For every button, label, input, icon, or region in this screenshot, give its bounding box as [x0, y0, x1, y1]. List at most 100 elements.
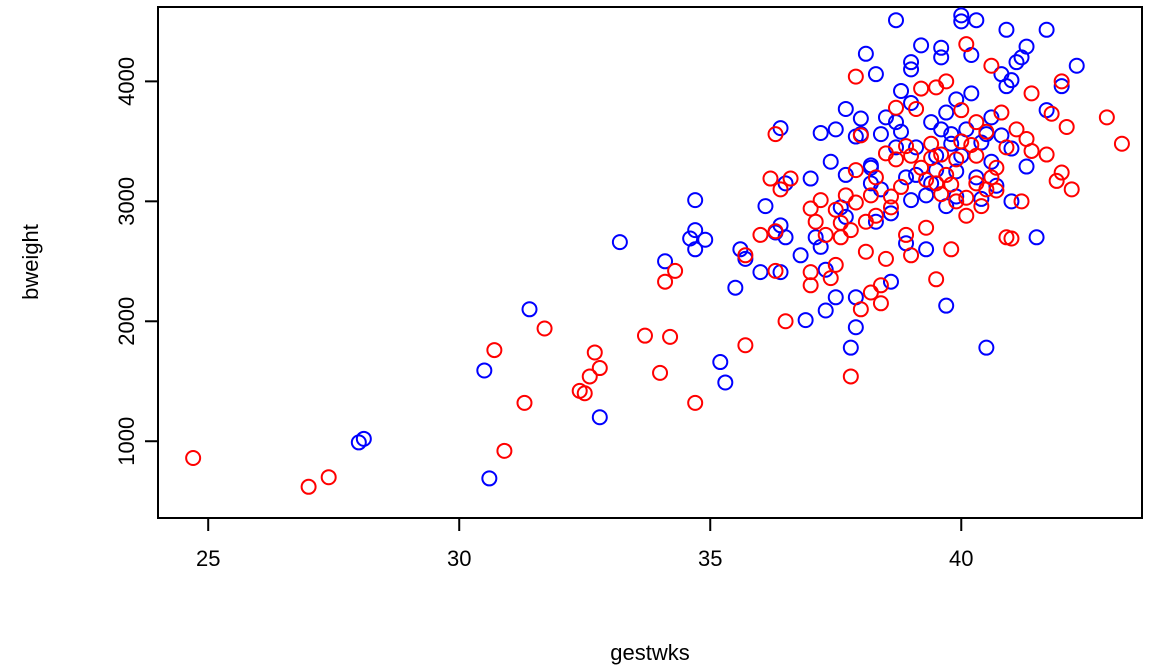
data-point-series-2 [1113, 135, 1130, 152]
data-point-series-1 [978, 339, 995, 356]
data-point-series-1 [903, 54, 920, 71]
data-point-series-2 [777, 313, 794, 330]
data-point-series-1 [988, 177, 1005, 194]
data-point-series-2 [893, 178, 910, 195]
data-point-series-2 [832, 229, 849, 246]
data-point-series-1 [611, 234, 628, 251]
data-point-series-2 [320, 469, 337, 486]
data-point-series-2 [772, 181, 789, 198]
data-point-series-2 [1048, 172, 1065, 189]
data-point-series-2 [847, 194, 864, 211]
data-point-series-1 [1003, 193, 1020, 210]
data-point-series-2 [898, 138, 915, 155]
data-point-series-1 [827, 121, 844, 138]
data-point-series-2 [837, 187, 854, 204]
data-point-series-2 [832, 214, 849, 231]
data-point-series-2 [913, 159, 930, 176]
data-point-series-2 [882, 199, 899, 216]
data-point-series-1 [857, 45, 874, 62]
data-point-series-1 [867, 213, 884, 230]
data-point-series-2 [591, 360, 608, 377]
data-point-series-2 [536, 320, 553, 337]
data-point-series-1 [827, 289, 844, 306]
data-point-series-1 [943, 135, 960, 152]
data-point-series-1 [1018, 158, 1035, 175]
data-point-series-2 [657, 273, 674, 290]
data-point-series-1 [973, 190, 990, 207]
data-point-series-2 [827, 256, 844, 273]
data-point-series-2 [928, 271, 945, 288]
data-point-series-2 [1043, 105, 1060, 122]
data-point-series-2 [867, 207, 884, 224]
data-point-series-1 [852, 110, 869, 127]
data-point-series-2 [737, 337, 754, 354]
data-point-series-2 [581, 368, 598, 385]
data-point-series-2 [908, 100, 925, 117]
data-point-series-1 [903, 61, 920, 78]
data-point-series-2 [978, 123, 995, 140]
y-axis-title: bweight [18, 224, 43, 300]
data-point-series-1 [1038, 21, 1055, 38]
data-point-series-2 [667, 262, 684, 279]
data-point-series-1 [908, 139, 925, 156]
data-point-series-1 [817, 261, 834, 278]
x-tick-label: 40 [949, 546, 973, 571]
data-point-series-1 [752, 264, 769, 281]
data-point-series-2 [300, 478, 317, 495]
data-point-series-2 [767, 126, 784, 143]
data-point-series-1 [842, 339, 859, 356]
data-point-series-2 [872, 277, 889, 294]
data-point-series-1 [837, 100, 854, 117]
data-point-series-1 [481, 470, 498, 487]
data-point-series-1 [893, 82, 910, 99]
data-point-series-2 [817, 226, 834, 243]
y-tick-label: 4000 [114, 57, 139, 106]
data-point-series-2 [767, 262, 784, 279]
data-point-series-1 [712, 354, 729, 371]
data-point-series-1 [933, 121, 950, 138]
data-point-series-2 [918, 219, 935, 236]
data-point-series-2 [928, 175, 945, 192]
x-tick-label: 30 [447, 546, 471, 571]
data-point-series-1 [918, 241, 935, 258]
data-point-series-1 [893, 123, 910, 140]
data-point-series-2 [903, 147, 920, 164]
data-point-series-2 [943, 176, 960, 193]
data-point-series-2 [973, 198, 990, 215]
data-point-series-1 [1053, 78, 1070, 95]
plot-frame [157, 6, 1143, 519]
data-point-series-2 [1053, 73, 1070, 90]
data-point-series-2 [662, 328, 679, 345]
data-point-series-2 [496, 442, 513, 459]
data-point-series-2 [842, 222, 859, 239]
data-point-series-1 [837, 166, 854, 183]
data-point-series-1 [1068, 57, 1085, 74]
data-point-series-1 [687, 222, 704, 239]
data-point-series-1 [847, 319, 864, 336]
data-point-series-2 [1053, 164, 1070, 181]
data-point-series-2 [752, 226, 769, 243]
data-point-series-2 [862, 187, 879, 204]
y-tick-label: 1000 [114, 417, 139, 466]
data-point-series-2 [1008, 121, 1025, 138]
data-point-series-2 [983, 57, 1000, 74]
data-point-series-2 [1013, 193, 1030, 210]
data-point-series-2 [948, 193, 965, 210]
data-point-series-2 [913, 80, 930, 97]
data-point-series-2 [1098, 109, 1115, 126]
data-point-series-1 [933, 49, 950, 66]
x-axis-title: gestwks [610, 640, 689, 665]
data-point-series-2 [586, 344, 603, 361]
data-point-series-2 [872, 295, 889, 312]
y-axis: 1000 2000 3000 4000 [114, 57, 159, 466]
data-point-series-2 [898, 226, 915, 243]
data-point-series-1 [963, 85, 980, 102]
data-point-series-1 [898, 169, 915, 186]
data-point-series-2 [762, 170, 779, 187]
data-point-series-1 [657, 253, 674, 270]
data-point-series-1 [1008, 54, 1025, 71]
data-point-series-2 [802, 277, 819, 294]
data-point-series-2 [636, 327, 653, 344]
y-tick-label: 3000 [114, 177, 139, 226]
data-point-series-1 [807, 229, 824, 246]
